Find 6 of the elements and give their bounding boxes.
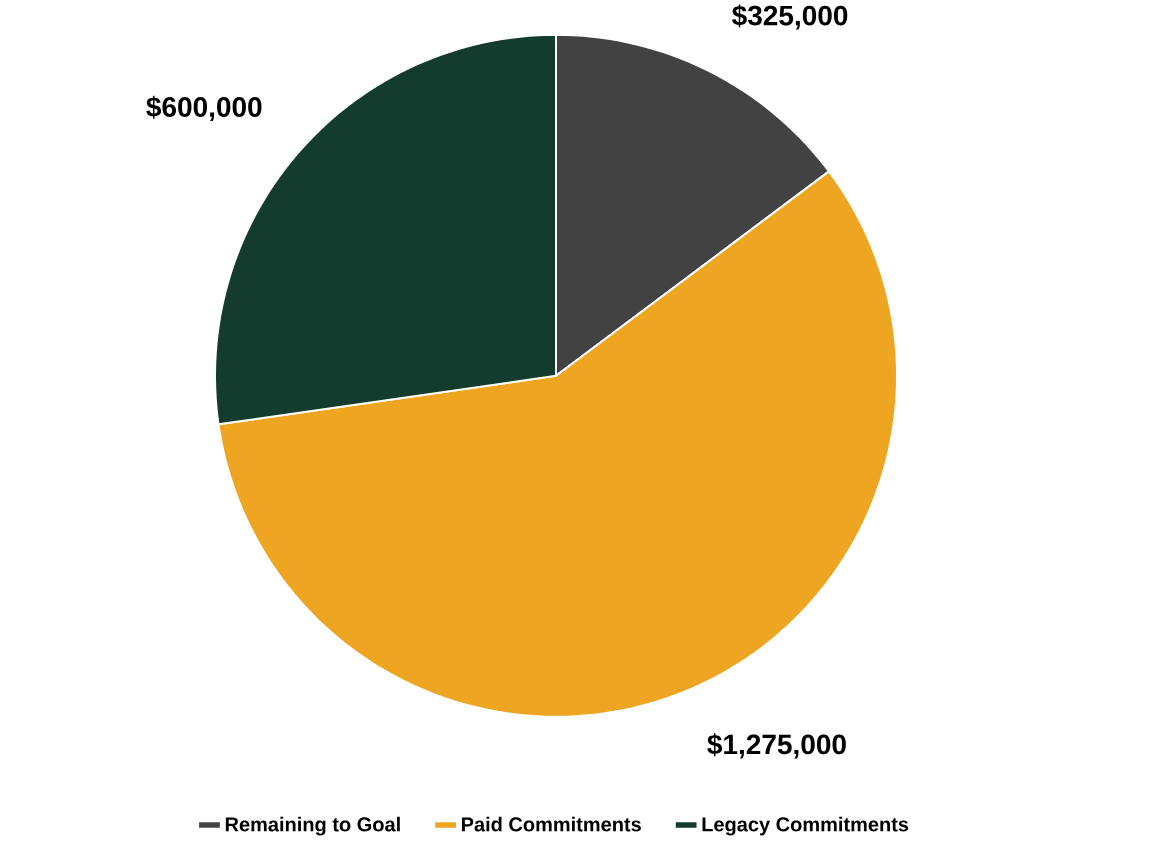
legend-label: Remaining to Goal bbox=[225, 816, 400, 836]
data-label: $600,000 bbox=[146, 95, 262, 122]
data-label: $325,000 bbox=[732, 4, 848, 30]
legend-label: Paid Commitments bbox=[461, 816, 641, 832]
data-label: $1,275,000 bbox=[707, 733, 846, 759]
legend-label: Legacy Commitments bbox=[702, 816, 909, 836]
